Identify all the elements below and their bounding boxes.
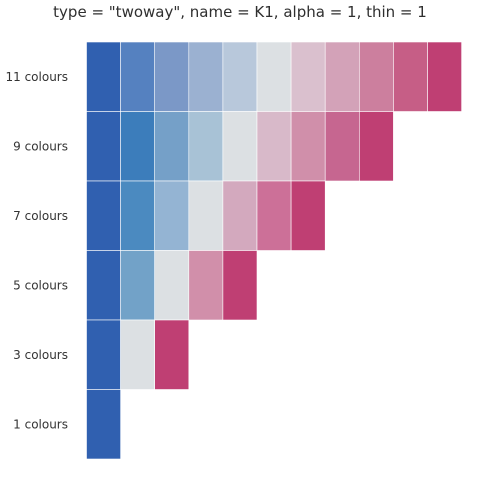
row-label: 1 colours xyxy=(13,417,68,431)
color-tile xyxy=(86,389,121,460)
color-tile xyxy=(120,180,155,251)
color-tile xyxy=(120,319,155,390)
chart-title: type = "twoway", name = K1, alpha = 1, t… xyxy=(53,3,427,21)
color-tile xyxy=(154,41,190,112)
color-tile xyxy=(120,250,155,321)
color-tile xyxy=(154,319,190,390)
color-tile xyxy=(86,250,121,321)
color-tile xyxy=(154,180,190,251)
color-tile xyxy=(358,111,394,182)
color-tile xyxy=(222,250,258,321)
color-tile xyxy=(256,41,292,112)
color-tile xyxy=(393,41,428,112)
color-tile xyxy=(188,250,224,321)
color-tile xyxy=(86,180,121,251)
row-label: 9 colours xyxy=(13,139,68,153)
color-tile xyxy=(154,250,190,321)
color-tile xyxy=(256,180,292,251)
color-tile xyxy=(188,111,224,182)
color-tile xyxy=(222,111,258,182)
color-tile xyxy=(290,180,326,251)
row-label: 3 colours xyxy=(13,348,68,362)
color-tile xyxy=(120,111,155,182)
color-tile xyxy=(120,41,155,112)
color-tile xyxy=(154,111,190,182)
color-tile xyxy=(358,41,394,112)
color-tile xyxy=(222,180,258,251)
color-tile xyxy=(86,319,121,390)
color-tile xyxy=(427,41,462,112)
color-tile xyxy=(86,111,121,182)
color-tile xyxy=(222,41,258,112)
row-label: 5 colours xyxy=(13,278,68,292)
row-label: 7 colours xyxy=(13,209,68,223)
color-tile xyxy=(290,111,326,182)
row-label: 11 colours xyxy=(6,70,69,84)
color-tile xyxy=(188,41,224,112)
color-tile xyxy=(256,111,292,182)
color-tile xyxy=(188,180,224,251)
color-tile xyxy=(324,111,360,182)
color-tile xyxy=(86,41,121,112)
color-tile xyxy=(324,41,360,112)
color-tile xyxy=(290,41,326,112)
